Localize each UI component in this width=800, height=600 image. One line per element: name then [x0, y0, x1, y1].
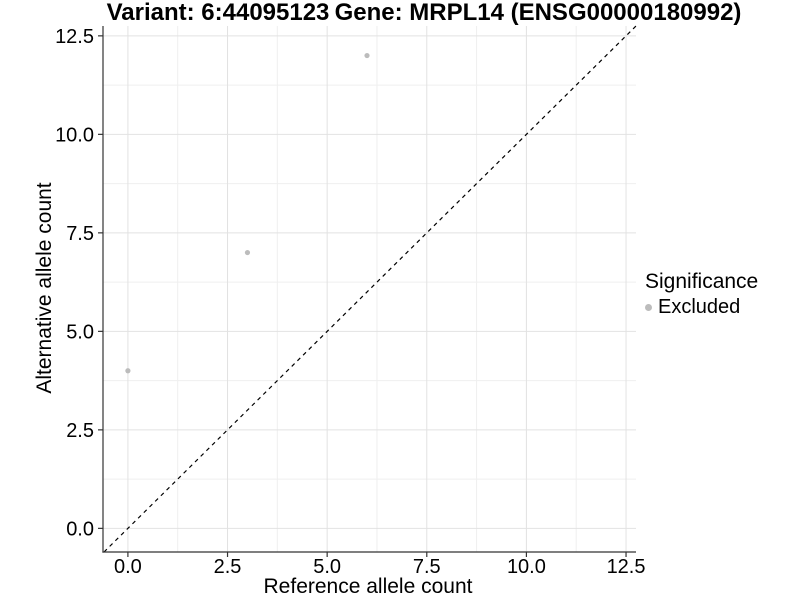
x-tick-label: 7.5	[413, 556, 441, 578]
x-tick-label: 12.5	[607, 556, 646, 578]
legend-item-label: Excluded	[658, 296, 741, 319]
identity-line	[103, 25, 637, 553]
x-tick-label: 5.0	[313, 556, 341, 578]
legend-point-swatch-icon	[645, 304, 652, 312]
plot-title-gene: Gene: MRPL14 (ENSG00000180992)	[334, 0, 742, 26]
x-tick-label: 10.0	[507, 556, 546, 578]
y-axis-title: Alternative allele count	[33, 182, 56, 394]
y-tick-label: 0.0	[66, 518, 94, 540]
y-tick-label: 7.5	[66, 223, 94, 245]
y-tick-label: 5.0	[66, 321, 94, 343]
x-axis-title: Reference allele count	[263, 575, 473, 598]
y-tick-label: 12.5	[55, 26, 94, 48]
y-tick-label: 2.5	[66, 420, 94, 442]
x-tick-label: 2.5	[214, 556, 242, 578]
plot-title-variant: Variant: 6:44095123	[106, 0, 330, 26]
data-point	[125, 368, 131, 374]
legend: Significance Excluded	[645, 270, 758, 319]
legend-item-excluded: Excluded	[645, 296, 758, 319]
data-point	[244, 249, 251, 256]
legend-title: Significance	[645, 270, 759, 293]
data-point	[364, 52, 370, 59]
y-tick-label: 10.0	[55, 124, 94, 146]
x-tick-label: 0.0	[114, 556, 142, 578]
